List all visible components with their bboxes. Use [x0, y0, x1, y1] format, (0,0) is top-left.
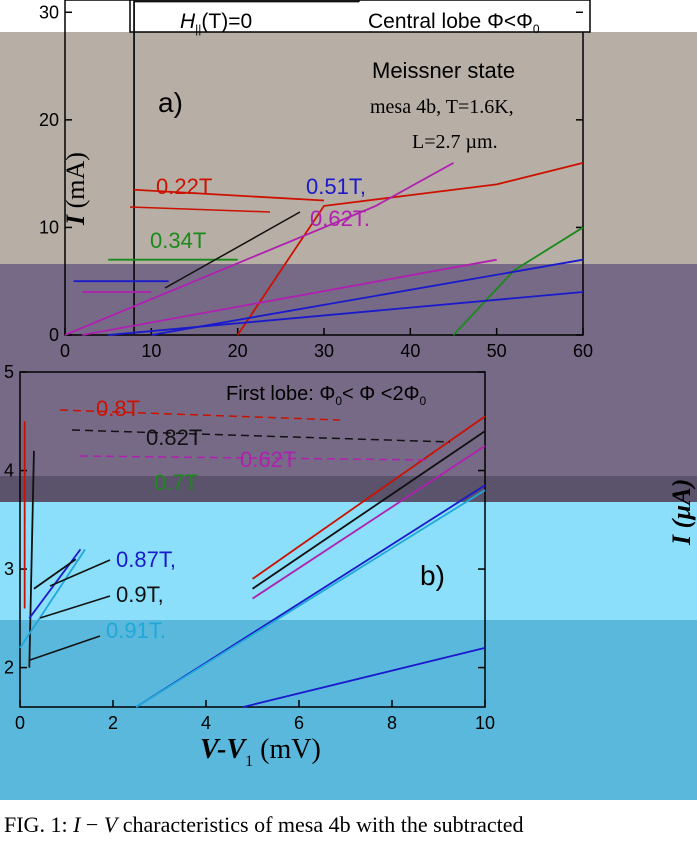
- field-label-0-51t: 0.51T,: [306, 174, 366, 199]
- band-dark: [0, 476, 697, 502]
- panel-b: 0 2 4 6 8 10 2 3 4 5 First lobe: Φ0< Φ <2Φ0 b) 0.…: [4, 362, 696, 770]
- field-label-0-22t: 0.22T: [156, 174, 212, 199]
- series-line-black: [33, 558, 77, 590]
- panel-b-label: b): [420, 560, 445, 591]
- band-top: [0, 32, 697, 264]
- annotation-length: L=2.7 µm.: [412, 131, 498, 153]
- series-line-black: [133, 0, 361, 335]
- y-tick-label: 10: [39, 217, 59, 237]
- y-tick-label: 4: [4, 461, 14, 481]
- field-label-0-9t: 0.9T,: [116, 582, 164, 607]
- x-tick-label: 2: [108, 713, 118, 733]
- y-tick-label: 0: [49, 325, 59, 345]
- right-axis-label: I (µA): [667, 479, 696, 546]
- figure-caption: FIG. 1: I − V characteristics of mesa 4b…: [4, 812, 524, 837]
- header-box: [129, 0, 591, 33]
- panel-a-series: [64, 0, 584, 336]
- band-cyan: [0, 502, 697, 620]
- x-tick-label: 20: [228, 341, 248, 361]
- series-line-cyan: [19, 548, 86, 649]
- header-field-zero: H||(T)=0: [180, 10, 252, 36]
- series-line-magenta: [64, 162, 454, 336]
- field-label-0-7t: 0.7T: [154, 470, 198, 495]
- arrow-0-22t: [129, 206, 271, 213]
- field-label-0-87t: 0.87T,: [116, 547, 176, 572]
- panel-b-series: [19, 415, 486, 708]
- x-tick-label: 8: [387, 713, 397, 733]
- x-tick-label: 30: [314, 341, 334, 361]
- x-tick-label: 50: [487, 341, 507, 361]
- arrow-0-51t: [164, 211, 301, 289]
- series-line-blue: [108, 291, 584, 336]
- series-line-cyan: [135, 489, 486, 708]
- x-tick-label: 40: [400, 341, 420, 361]
- arrow-0-82t: [71, 429, 451, 443]
- arrow-0-91t: [29, 635, 101, 661]
- x-tick-label: 10: [141, 341, 161, 361]
- field-label-0-62t: 0.62T.: [310, 206, 370, 231]
- x-tick-label: 6: [294, 713, 304, 733]
- series-line-red: [236, 162, 584, 336]
- arrow-0-62t: [79, 455, 431, 461]
- series-line-red: [134, 188, 325, 202]
- y-tick-label: 5: [4, 362, 14, 382]
- y-tick-label: 2: [4, 658, 14, 678]
- panel-a-label: a): [158, 87, 183, 118]
- series-line-black: [251, 430, 486, 590]
- series-line-blue: [242, 647, 486, 708]
- field-label-0-82t: 0.82T: [146, 425, 202, 450]
- y-tick-label: 3: [4, 559, 14, 579]
- band-blue: [0, 620, 697, 800]
- panel-b-ticks: 0 2 4 6 8 10 2 3 4 5: [4, 362, 495, 733]
- annotation-meissner: Meissner state: [372, 58, 515, 83]
- x-tick-label: 10: [475, 713, 495, 733]
- series-line-green: [452, 226, 584, 336]
- field-label-0-8t: 0.8T: [96, 396, 140, 421]
- field-label-0-91t: 0.91T.: [106, 618, 166, 643]
- header-central-lobe: Central lobe Φ<Φ0: [368, 10, 540, 36]
- panel-b-title: First lobe: Φ0< Φ <2Φ0: [226, 383, 427, 408]
- series-line-magenta: [252, 445, 486, 600]
- x-tick-label: 0: [60, 341, 70, 361]
- annotation-mesa: mesa 4b, T=1.6K,: [370, 96, 514, 118]
- panel-a: H||(T)=0 Central lobe Φ<Φ0 0 10 20 30 40 50 60…: [39, 0, 593, 361]
- y-axis-label-a: I (mA): [61, 152, 90, 226]
- y-tick-label: 30: [39, 2, 59, 22]
- x-tick-label: 0: [15, 713, 25, 733]
- panel-a-ticks: 0 10 20 30 40 50 60 0 10 20 30: [39, 2, 593, 361]
- field-label-0-34t: 0.34T: [150, 228, 206, 253]
- series-line-blue: [151, 258, 584, 336]
- series-line-black: [28, 450, 35, 668]
- arrow-0-9t: [39, 595, 111, 619]
- x-tick-label: 4: [201, 713, 211, 733]
- panel-a-frame: [64, 0, 584, 336]
- arrow-0-8t: [59, 409, 341, 421]
- y-tick-label: 20: [39, 110, 59, 130]
- x-tick-label: 60: [573, 341, 593, 361]
- arrow-0-87t: [49, 559, 111, 587]
- band-purple: [0, 264, 697, 476]
- series-line-magenta: [82, 258, 497, 336]
- panel-b-frame: [19, 371, 486, 708]
- series-line-red: [251, 415, 486, 580]
- field-label-0-62t-b: 0.62T: [240, 447, 296, 472]
- x-axis-label-b: V-V1 (mV): [200, 734, 321, 770]
